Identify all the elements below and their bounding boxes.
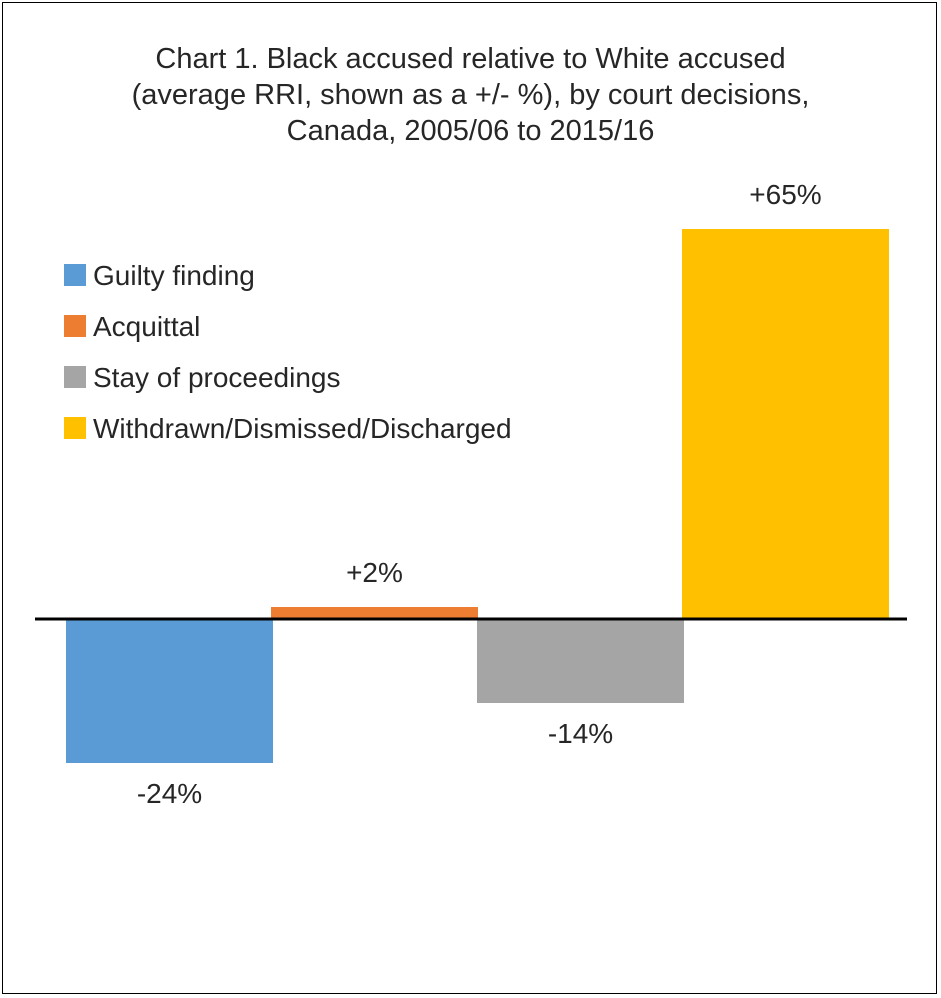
legend-label-stay-of-proceedings: Stay of proceedings xyxy=(93,362,341,393)
legend-swatch-guilty-finding xyxy=(64,264,86,286)
legend-label-acquittal: Acquittal xyxy=(93,311,200,342)
chart-title: Chart 1. Black accused relative to White… xyxy=(3,41,938,149)
bar-group xyxy=(66,229,889,763)
data-label-group: -24% +2% -14% +65% xyxy=(137,179,822,809)
data-label-acquittal: +2% xyxy=(346,557,403,588)
legend-label-withdrawn-dismissed-discharged: Withdrawn/Dismissed/Discharged xyxy=(93,413,512,444)
bar-stay-of-proceedings xyxy=(477,619,684,703)
bar-guilty-finding xyxy=(66,619,273,763)
data-label-withdrawn-dismissed-discharged: +65% xyxy=(749,179,821,210)
data-label-stay-of-proceedings: -14% xyxy=(548,718,613,749)
legend-swatch-stay-of-proceedings xyxy=(64,366,86,388)
chart-title-line-2: (average RRI, shown as a +/- %), by cour… xyxy=(131,79,810,111)
legend-label-guilty-finding: Guilty finding xyxy=(93,260,255,291)
legend-swatch-acquittal xyxy=(64,315,86,337)
bar-acquittal xyxy=(271,607,478,619)
chart-title-line-3: Canada, 2005/06 to 2015/16 xyxy=(286,115,655,147)
legend-swatch-withdrawn-dismissed-discharged xyxy=(64,417,86,439)
chart-title-line-1: Chart 1. Black accused relative to White… xyxy=(155,43,786,75)
bar-withdrawn-dismissed-discharged xyxy=(682,229,889,619)
data-label-guilty-finding: -24% xyxy=(137,778,202,809)
legend: Guilty finding Acquittal Stay of proceedin… xyxy=(64,260,512,444)
